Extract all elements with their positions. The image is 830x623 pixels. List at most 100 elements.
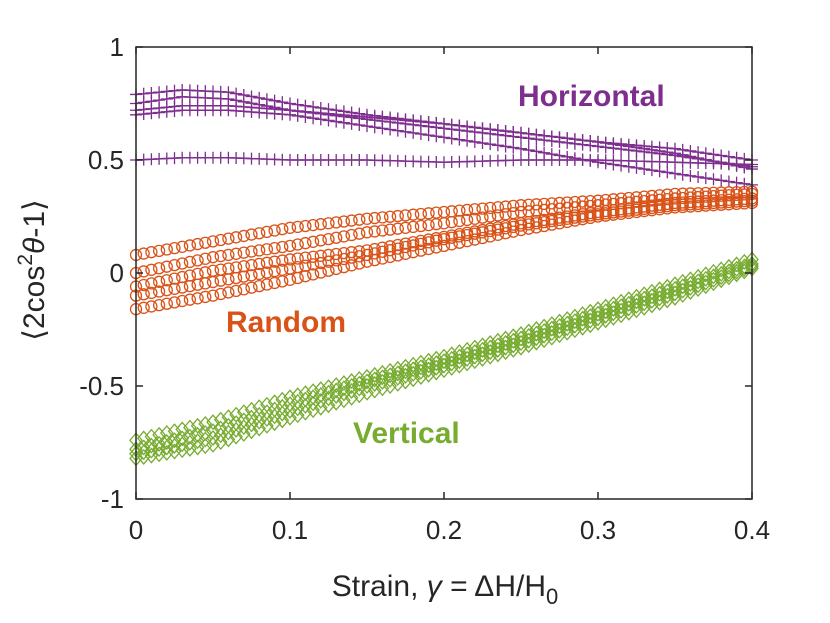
data-point: [545, 130, 558, 143]
data-point: [460, 234, 474, 248]
data-point: [514, 335, 528, 352]
data-point: [615, 139, 628, 152]
data-point: [491, 346, 505, 363]
data-point: [484, 201, 497, 215]
data-point: [621, 304, 636, 321]
data-point: [568, 214, 582, 227]
data-point: [384, 113, 397, 126]
data-point: [514, 330, 528, 347]
data-point: [599, 209, 612, 222]
data-point: [283, 409, 297, 426]
data-point: [445, 132, 458, 145]
data-point: [391, 209, 404, 223]
data-point: [476, 226, 489, 239]
y-tick-label: 0.5: [88, 145, 124, 175]
data-point: [538, 129, 551, 142]
data-point: [306, 383, 320, 400]
data-point: [375, 380, 390, 397]
data-point: [329, 382, 344, 399]
series-horizontal-4: [130, 104, 758, 191]
data-point: [460, 346, 474, 363]
data-point: [159, 439, 174, 456]
data-point: [506, 341, 521, 358]
data-point: [214, 263, 227, 276]
data-point: [237, 246, 250, 259]
data-point: [353, 245, 366, 258]
data-point: [268, 241, 281, 255]
data-point: [267, 415, 282, 432]
data-point: [491, 209, 505, 222]
data-point: [729, 266, 744, 283]
data-point: [491, 228, 505, 241]
data-point: [606, 309, 621, 326]
data-point: [152, 435, 166, 452]
data-point: [722, 269, 736, 286]
data-point: [507, 206, 520, 220]
data-point: [267, 408, 282, 425]
data-point: [660, 283, 675, 300]
data-point: [168, 282, 181, 295]
data-point: [461, 120, 474, 133]
data-point: [253, 267, 266, 281]
data-point: [136, 439, 151, 456]
data-point: [245, 258, 258, 272]
data-point: [306, 250, 320, 263]
data-point: [268, 276, 281, 290]
data-point: [168, 258, 181, 272]
data-point: [544, 320, 559, 337]
data-point: [660, 292, 675, 309]
data-point: [676, 200, 689, 214]
data-point: [183, 428, 197, 445]
data-point: [313, 387, 328, 404]
data-point: [460, 213, 474, 227]
data-point: [314, 256, 327, 270]
data-point: [406, 371, 421, 388]
data-point: [137, 247, 150, 260]
data-point: [198, 431, 213, 448]
data-point: [360, 226, 374, 239]
data-point: [244, 423, 259, 440]
data-point: [183, 293, 197, 306]
data-point: [353, 227, 366, 240]
data-point: [198, 415, 213, 432]
data-point: [737, 253, 752, 270]
data-point: [298, 397, 313, 414]
data-point: [452, 353, 467, 370]
data-point: [337, 230, 351, 243]
data-point: [222, 232, 235, 245]
data-point: [145, 286, 158, 300]
data-point: [260, 266, 274, 279]
data-point: [629, 293, 644, 310]
data-point: [468, 227, 481, 240]
data-point: [629, 297, 644, 314]
data-point: [176, 270, 189, 284]
series-random-2: [129, 187, 759, 280]
data-point: [229, 247, 243, 260]
data-point: [260, 410, 274, 427]
data-point: [152, 275, 166, 288]
data-point: [160, 260, 173, 273]
data-point: [237, 270, 250, 283]
data-point: [715, 198, 728, 211]
data-point: [598, 303, 613, 320]
data-point: [430, 130, 443, 143]
data-point: [337, 215, 351, 228]
data-point: [145, 246, 158, 259]
data-point: [252, 420, 267, 437]
data-point: [206, 251, 220, 264]
data-point: [206, 289, 220, 302]
data-point: [645, 143, 658, 156]
data-point: [630, 141, 643, 154]
data-point: [253, 227, 266, 240]
data-point: [175, 436, 190, 453]
data-point: [621, 300, 636, 317]
data-point: [545, 203, 558, 216]
data-point: [645, 297, 659, 314]
data-point: [330, 231, 343, 244]
data-point: [460, 355, 474, 372]
data-point: [337, 260, 351, 274]
data-point: [206, 275, 220, 289]
data-point: [199, 277, 212, 290]
data-point: [491, 201, 505, 214]
data-point: [452, 357, 467, 374]
